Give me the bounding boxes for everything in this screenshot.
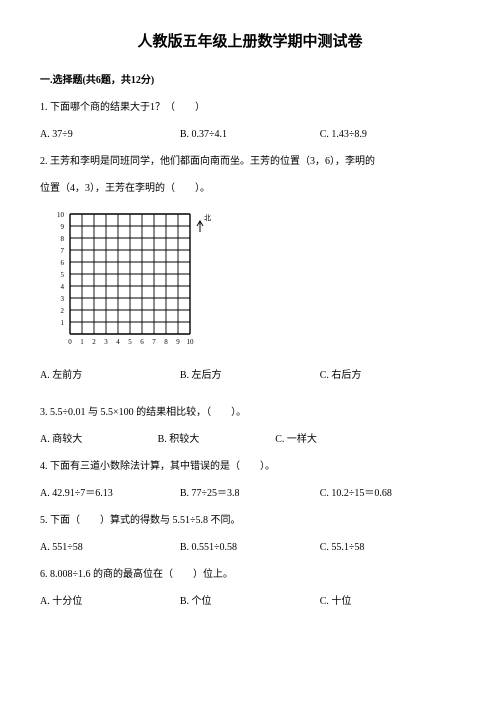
q1-opt-c: C. 1.43÷8.9 (320, 125, 460, 144)
q1-opt-b: B. 0.37÷4.1 (180, 125, 320, 144)
q5-options: A. 551÷58 B. 0.551÷0.58 C. 55.1÷58 (40, 538, 460, 557)
svg-text:5: 5 (128, 338, 132, 346)
q3-opt-a: A. 商较大 (40, 430, 158, 449)
q4-opt-b: B. 77÷25＝3.8 (180, 484, 320, 503)
page-title: 人教版五年级上册数学期中测试卷 (40, 28, 460, 57)
q4-options: A. 42.91÷7＝6.13 B. 77÷25＝3.8 C. 10.2÷15＝… (40, 484, 460, 503)
svg-text:2: 2 (92, 338, 96, 346)
svg-text:10: 10 (57, 211, 65, 219)
q6-options: A. 十分位 B. 个位 C. 十位 (40, 592, 460, 611)
svg-text:5: 5 (61, 271, 65, 279)
svg-text:8: 8 (164, 338, 168, 346)
q4-opt-c: C. 10.2÷15＝0.68 (320, 484, 460, 503)
q6-opt-b: B. 个位 (180, 592, 320, 611)
svg-text:7: 7 (152, 338, 156, 346)
svg-text:10: 10 (187, 338, 195, 346)
q3-stem: 3. 5.5÷0.01 与 5.5×100 的结果相比较，（ ）。 (40, 403, 460, 422)
svg-text:4: 4 (116, 338, 120, 346)
q5-stem: 5. 下面（ ）算式的得数与 5.51÷5.8 不同。 (40, 511, 460, 530)
svg-text:1: 1 (61, 319, 65, 327)
svg-text:1: 1 (80, 338, 84, 346)
q2-line2: 位置（4，3），王芳在李明的（ ）。 (40, 179, 460, 198)
q1-opt-a: A. 37÷9 (40, 125, 180, 144)
q3-opt-b: B. 积较大 (158, 430, 276, 449)
svg-text:北: 北 (204, 214, 211, 222)
q6-opt-a: A. 十分位 (40, 592, 180, 611)
svg-text:9: 9 (61, 223, 65, 231)
q4-opt-a: A. 42.91÷7＝6.13 (40, 484, 180, 503)
svg-text:9: 9 (176, 338, 180, 346)
q2-opt-c: C. 右后方 (320, 366, 460, 385)
svg-text:3: 3 (61, 295, 65, 303)
section-1-heading: 一.选择题(共6题，共12分) (40, 71, 460, 90)
q5-opt-c: C. 55.1÷58 (320, 538, 460, 557)
q5-opt-a: A. 551÷58 (40, 538, 180, 557)
q3-opt-c: C. 一样大 (275, 430, 393, 449)
svg-text:8: 8 (61, 235, 65, 243)
q6-stem: 6. 8.008÷1.6 的商的最高位在（ ）位上。 (40, 565, 460, 584)
svg-text:2: 2 (61, 307, 65, 315)
q2-grid: 01234567891012345678910北 (52, 206, 212, 356)
svg-text:6: 6 (61, 259, 65, 267)
q4-stem: 4. 下面有三道小数除法计算，其中错误的是（ ）。 (40, 457, 460, 476)
q2-opt-b: B. 左后方 (180, 366, 320, 385)
svg-text:4: 4 (61, 283, 65, 291)
q5-opt-b: B. 0.551÷0.58 (180, 538, 320, 557)
q2-options: A. 左前方 B. 左后方 C. 右后方 (40, 366, 460, 385)
svg-text:6: 6 (140, 338, 144, 346)
q3-options: A. 商较大 B. 积较大 C. 一样大 (40, 430, 460, 449)
svg-text:0: 0 (68, 338, 72, 346)
grid-svg: 01234567891012345678910北 (52, 206, 212, 356)
q6-opt-c: C. 十位 (320, 592, 460, 611)
q2-opt-a: A. 左前方 (40, 366, 180, 385)
q1-options: A. 37÷9 B. 0.37÷4.1 C. 1.43÷8.9 (40, 125, 460, 144)
svg-text:3: 3 (104, 338, 108, 346)
svg-text:7: 7 (61, 247, 65, 255)
q2-line1: 2. 王芳和李明是同班同学，他们都面向南而坐。王芳的位置（3，6），李明的 (40, 152, 460, 171)
q1-stem: 1. 下面哪个商的结果大于1？（ ） (40, 98, 460, 117)
